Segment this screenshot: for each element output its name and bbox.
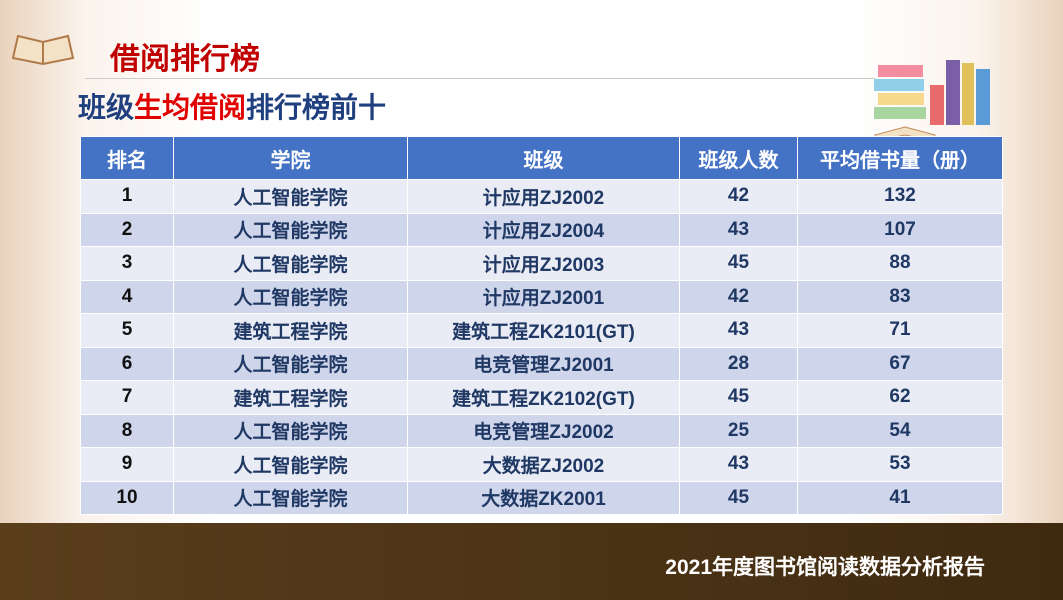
table-cell: 43 bbox=[679, 447, 798, 482]
table-row: 10 人工智能学院 大数据ZK2001 45 41 bbox=[80, 480, 1003, 515]
table-cell: 计应用ZJ2003 bbox=[407, 246, 680, 281]
table-cell: 计应用ZJ2004 bbox=[407, 212, 680, 247]
table-row: 7 建筑工程学院 建筑工程ZK2102(GT) 45 62 bbox=[80, 380, 1003, 415]
table-cell: 83 bbox=[797, 279, 1003, 314]
table-cell: 2 bbox=[80, 212, 174, 247]
subtitle-part: 生均借阅 bbox=[134, 92, 247, 123]
table-row: 1 人工智能学院 计应用ZJ2002 42 132 bbox=[80, 179, 1003, 214]
table-cell: 8 bbox=[80, 413, 174, 448]
table-cell: 人工智能学院 bbox=[173, 212, 408, 247]
table-cell: 人工智能学院 bbox=[173, 346, 408, 381]
table-cell: 67 bbox=[797, 346, 1003, 381]
table-row: 9 人工智能学院 大数据ZJ2002 43 53 bbox=[80, 447, 1003, 482]
table-cell: 建筑工程ZK2102(GT) bbox=[407, 380, 680, 415]
table-row: 3 人工智能学院 计应用ZJ2003 45 88 bbox=[80, 246, 1003, 281]
table-row: 8 人工智能学院 电竞管理ZJ2002 25 54 bbox=[80, 413, 1003, 448]
table-row: 6 人工智能学院 电竞管理ZJ2001 28 67 bbox=[80, 346, 1003, 381]
table-cell: 3 bbox=[80, 246, 174, 281]
table-cell: 43 bbox=[679, 212, 798, 247]
ranking-table: 排名 学院 班级 班级人数 平均借书量（册） 1 人工智能学院 计应用ZJ2002 42 132 2… bbox=[80, 136, 1003, 515]
table-cell: 建筑工程学院 bbox=[173, 313, 408, 348]
table-cell: 88 bbox=[797, 246, 1003, 281]
table-cell: 建筑工程ZK2101(GT) bbox=[407, 313, 680, 348]
table-cell: 人工智能学院 bbox=[173, 413, 408, 448]
column-header: 平均借书量（册） bbox=[797, 136, 1003, 180]
table-cell: 107 bbox=[797, 212, 1003, 247]
subtitle-part: 排行榜前十 bbox=[246, 92, 387, 123]
table-cell: 电竞管理ZJ2001 bbox=[407, 346, 680, 381]
table-cell: 人工智能学院 bbox=[173, 447, 408, 482]
table-cell: 计应用ZJ2001 bbox=[407, 279, 680, 314]
table-cell: 45 bbox=[679, 246, 798, 281]
book-icon bbox=[11, 34, 75, 66]
table-cell: 4 bbox=[80, 279, 174, 314]
footer-bar: 2021年度图书馆阅读数据分析报告 bbox=[0, 523, 1063, 600]
table-cell: 大数据ZJ2002 bbox=[407, 447, 680, 482]
table-cell: 建筑工程学院 bbox=[173, 380, 408, 415]
books-illustration bbox=[874, 60, 990, 142]
table-row: 5 建筑工程学院 建筑工程ZK2101(GT) 43 71 bbox=[80, 313, 1003, 348]
column-header: 排名 bbox=[80, 136, 174, 180]
table-cell: 大数据ZK2001 bbox=[407, 480, 680, 515]
table-cell: 人工智能学院 bbox=[173, 279, 408, 314]
subtitle: 班级生均借阅排行榜前十 bbox=[78, 86, 386, 126]
table-cell: 9 bbox=[80, 447, 174, 482]
table-cell: 人工智能学院 bbox=[173, 480, 408, 515]
table-cell: 41 bbox=[797, 480, 1003, 515]
table-cell: 45 bbox=[679, 380, 798, 415]
table-cell: 43 bbox=[679, 313, 798, 348]
divider bbox=[85, 78, 875, 79]
table-cell: 71 bbox=[797, 313, 1003, 348]
table-cell: 132 bbox=[797, 179, 1003, 214]
table-cell: 人工智能学院 bbox=[173, 179, 408, 214]
column-header: 学院 bbox=[173, 136, 408, 180]
table-row: 4 人工智能学院 计应用ZJ2001 42 83 bbox=[80, 279, 1003, 314]
table-cell: 25 bbox=[679, 413, 798, 448]
title: 借阅排行榜 bbox=[110, 43, 260, 76]
table-cell: 42 bbox=[679, 279, 798, 314]
table-cell: 7 bbox=[80, 380, 174, 415]
table-cell: 5 bbox=[80, 313, 174, 348]
column-header: 班级 bbox=[407, 136, 680, 180]
subtitle-part: 班级 bbox=[78, 92, 135, 123]
table-cell: 28 bbox=[679, 346, 798, 381]
table-cell: 电竞管理ZJ2002 bbox=[407, 413, 680, 448]
table-cell: 计应用ZJ2002 bbox=[407, 179, 680, 214]
table-cell: 6 bbox=[80, 346, 174, 381]
table-cell: 42 bbox=[679, 179, 798, 214]
table-cell: 53 bbox=[797, 447, 1003, 482]
table-cell: 45 bbox=[679, 480, 798, 515]
table-cell: 人工智能学院 bbox=[173, 246, 408, 281]
table-cell: 54 bbox=[797, 413, 1003, 448]
column-header: 班级人数 bbox=[679, 136, 798, 180]
table-cell: 10 bbox=[80, 480, 174, 515]
table-row: 2 人工智能学院 计应用ZJ2004 43 107 bbox=[80, 212, 1003, 247]
footer-text: 2021年度图书馆阅读数据分析报告 bbox=[665, 556, 985, 579]
table-cell: 62 bbox=[797, 380, 1003, 415]
table-cell: 1 bbox=[80, 179, 174, 214]
